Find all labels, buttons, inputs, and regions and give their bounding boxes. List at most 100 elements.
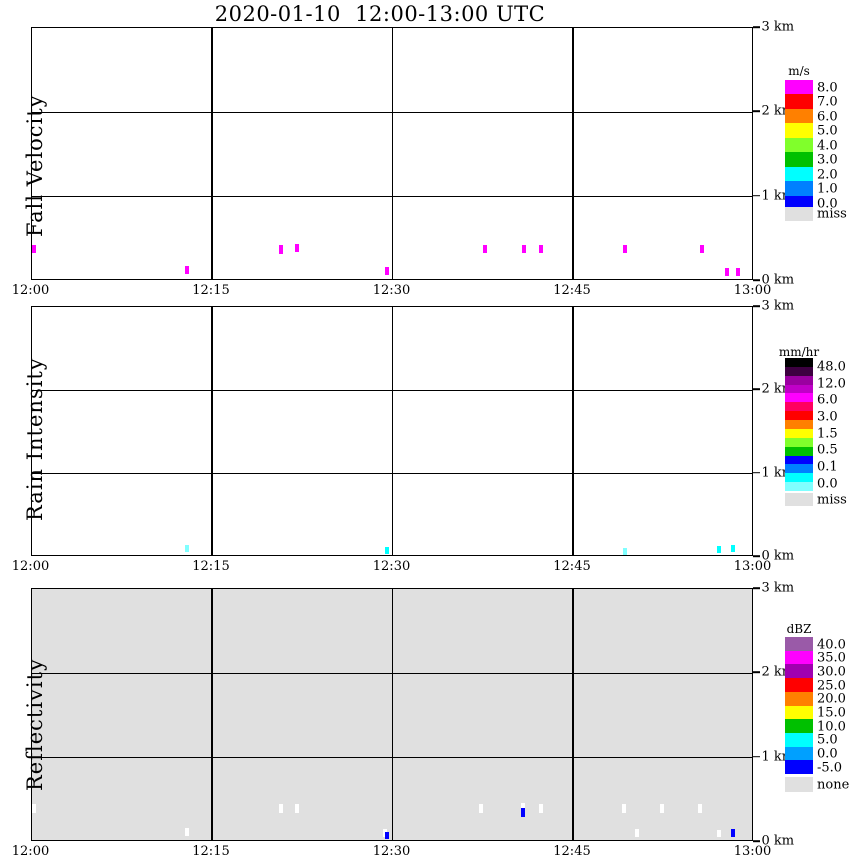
x-tick-label: 12:15 — [192, 283, 230, 298]
gridline-vertical — [391, 28, 394, 279]
gridline-vertical — [211, 28, 213, 279]
data-mark — [482, 244, 487, 254]
data-mark — [184, 544, 189, 553]
colorbar-band — [785, 473, 813, 483]
y-tick-mark — [752, 388, 760, 391]
x-tick-label: 12:30 — [372, 844, 411, 859]
x-tick-label: 12:45 — [553, 283, 591, 298]
data-mark — [278, 245, 283, 255]
gridline-vertical — [572, 28, 574, 279]
x-tick-label: 13:00 — [733, 559, 772, 574]
colorbar-tick-label: 1.5 — [817, 426, 838, 442]
colorbar-tick-label: 20.0 — [817, 691, 846, 707]
colorbar-band — [785, 166, 813, 182]
colorbar-units-label: dBZ — [786, 622, 812, 636]
colorbar-tick-label: 30.0 — [817, 664, 846, 680]
colorbar-band — [785, 411, 813, 421]
plot-area-rain-intensity[interactable] — [30, 306, 753, 556]
colorbar-band — [785, 137, 813, 153]
colorbar-band — [785, 482, 813, 492]
x-tick-label: 12:00 — [11, 559, 50, 574]
gridline-horizontal — [31, 195, 752, 198]
colorbar-band — [785, 650, 813, 665]
colorbar-swatches — [785, 358, 813, 492]
x-tick-label: 12:45 — [553, 559, 591, 574]
data-mark — [731, 829, 736, 837]
colorbar-band — [785, 746, 813, 761]
colorbar-tick-label: 25.0 — [817, 678, 846, 694]
colorbar-tick-label: 12.0 — [817, 376, 846, 392]
plot-area-reflectivity[interactable] — [30, 588, 753, 841]
gridline-vertical — [391, 589, 394, 840]
y-tick-label: 0 km — [761, 833, 795, 849]
colorbar-tick-label: 8.0 — [817, 80, 838, 96]
colorbar-tick-label: 0.0 — [817, 746, 838, 762]
colorbar-tick-label: 3.0 — [817, 409, 838, 425]
colorbar-band — [785, 123, 813, 139]
colorbar-tick-label: 7.0 — [817, 94, 838, 110]
colorbar-tick-label: 5.0 — [817, 732, 838, 748]
y-tick-mark — [752, 840, 760, 842]
colorbar-band — [785, 366, 813, 377]
colorbar-tick-label: 1.0 — [817, 181, 838, 197]
data-mark — [384, 831, 389, 839]
colorbar-band — [785, 446, 813, 457]
data-mark — [184, 266, 189, 274]
data-mark — [32, 244, 37, 254]
y-tick-label: 3 km — [761, 19, 795, 35]
data-mark — [621, 803, 626, 813]
x-tick-label: 12:15 — [192, 559, 230, 574]
colorbar-tick-label: 0.0 — [817, 196, 838, 211]
colorbar-band — [785, 664, 813, 679]
colorbar-band — [785, 637, 813, 652]
x-tick-label: 13:00 — [733, 283, 772, 298]
colorbar-band — [785, 428, 813, 439]
data-mark — [384, 546, 389, 555]
colorbar-tick-label: 6.0 — [817, 392, 838, 408]
gridline-vertical — [211, 589, 213, 840]
data-mark — [294, 243, 299, 253]
colorbar-tick-label: 35.0 — [817, 650, 846, 666]
data-mark — [278, 803, 283, 813]
data-mark — [623, 547, 627, 555]
y-tick-label: 3 km — [761, 298, 795, 314]
data-mark — [698, 803, 703, 813]
colorbar-tick-label: 6.0 — [817, 109, 838, 125]
data-mark — [659, 803, 664, 813]
colorbar-tick-label: 5.0 — [817, 123, 838, 139]
colorbar-band — [785, 152, 813, 168]
colorbar-band — [785, 719, 813, 734]
plot-area-fall-velocity[interactable] — [30, 27, 753, 280]
colorbar-missing-label: none — [817, 777, 850, 792]
gridline-horizontal — [31, 111, 752, 114]
colorbar-band — [785, 402, 813, 412]
panel-reflectivity: Reflectivity 3 km 2 km 1 km 0 km 12:00 12:15 12… — [12, 581, 794, 860]
data-mark — [294, 803, 299, 813]
colorbar-tick-label: 3.0 — [817, 152, 838, 168]
colorbar-band — [785, 80, 813, 95]
gridline-vertical — [391, 307, 394, 555]
data-mark — [384, 267, 389, 275]
data-mark — [32, 803, 37, 813]
colorbar-tick-label: 4.0 — [817, 138, 838, 154]
y-tick-label: 3 km — [761, 580, 795, 596]
data-mark — [735, 268, 740, 276]
y-tick-mark — [752, 471, 760, 474]
page-title: 2020-01-10 12:00-13:00 UTC — [214, 2, 546, 26]
y-tick-mark — [752, 305, 760, 307]
data-mark — [521, 808, 526, 817]
data-mark — [538, 803, 543, 813]
y-tick-mark — [752, 194, 760, 197]
data-mark — [634, 829, 639, 837]
colorbar-swatches — [785, 80, 813, 211]
data-mark — [699, 244, 704, 254]
colorbar-band — [785, 705, 813, 720]
data-mark — [184, 828, 189, 836]
colorbar-band — [785, 420, 813, 430]
panel-rain-intensity: Rain Intensity 3 km 2 km 1 km 0 km 12:00 12:15… — [12, 299, 794, 575]
gridline-vertical — [572, 307, 574, 555]
colorbar-band — [785, 760, 813, 775]
x-tick-label: 13:00 — [733, 844, 772, 859]
colorbar-band — [785, 691, 813, 706]
